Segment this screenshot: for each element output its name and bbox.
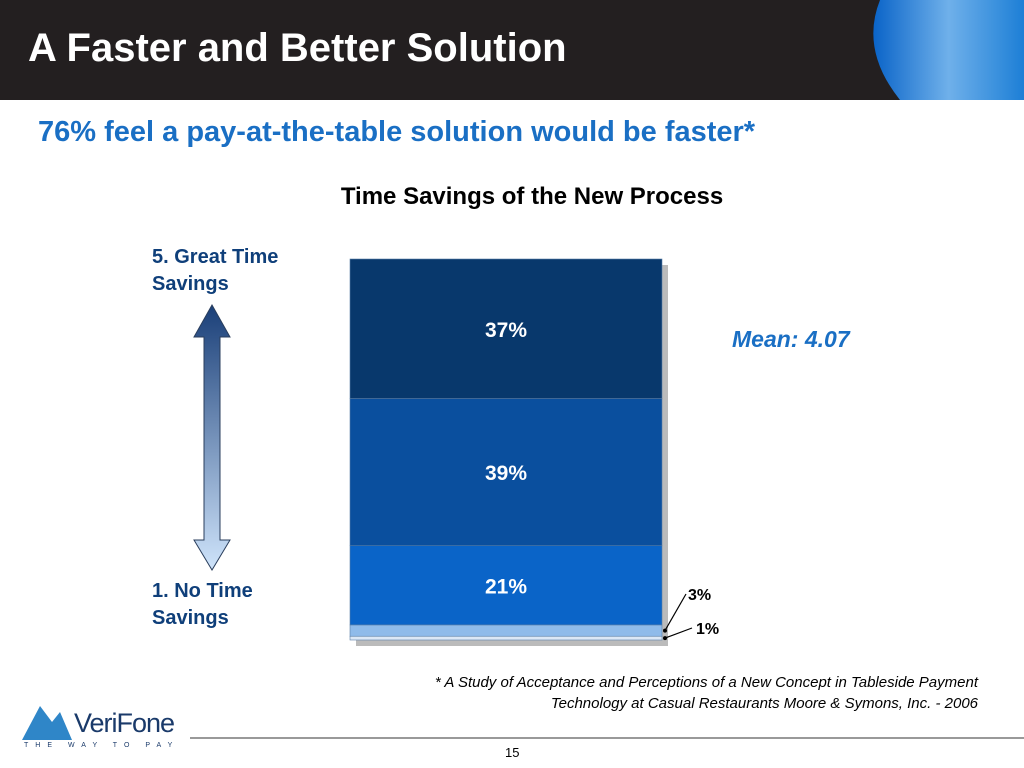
footnote: * A Study of Acceptance and Perceptions …	[434, 674, 978, 712]
logo-name: VeriFone	[74, 708, 175, 738]
bar-segment	[349, 624, 663, 637]
header-swoosh	[873, 0, 1024, 100]
leader-tip	[663, 628, 667, 633]
logo-tagline: THE WAY TO PAY	[24, 742, 180, 749]
value-label: 3%	[688, 587, 711, 604]
value-label: 39%	[485, 462, 527, 485]
bar-segment	[349, 635, 663, 641]
scale-arrow	[193, 303, 231, 571]
scale-top-label: 5. Great Time Savings	[152, 246, 279, 295]
leader-tip	[663, 636, 667, 641]
value-label: 1%	[696, 621, 719, 638]
subtitle: 76% feel a pay-at-the-table solution wou…	[38, 116, 756, 148]
scale-bottom-label: 1. No Time Savings	[152, 580, 253, 629]
logo-mark	[22, 706, 72, 740]
label-leader	[664, 593, 687, 631]
value-label: 21%	[485, 575, 527, 598]
label-leader	[664, 627, 693, 639]
bar-segment	[349, 545, 663, 626]
value-label: 37%	[485, 319, 527, 342]
header-bar	[0, 0, 1024, 100]
mean-annotation: Mean: 4.07	[732, 326, 850, 352]
bar-segment	[349, 398, 663, 546]
slide-title: A Faster and Better Solution	[28, 26, 567, 70]
bar-segment	[349, 258, 663, 399]
page-number: 15	[505, 745, 520, 760]
chart-title: Time Savings of the New Process	[340, 183, 724, 210]
